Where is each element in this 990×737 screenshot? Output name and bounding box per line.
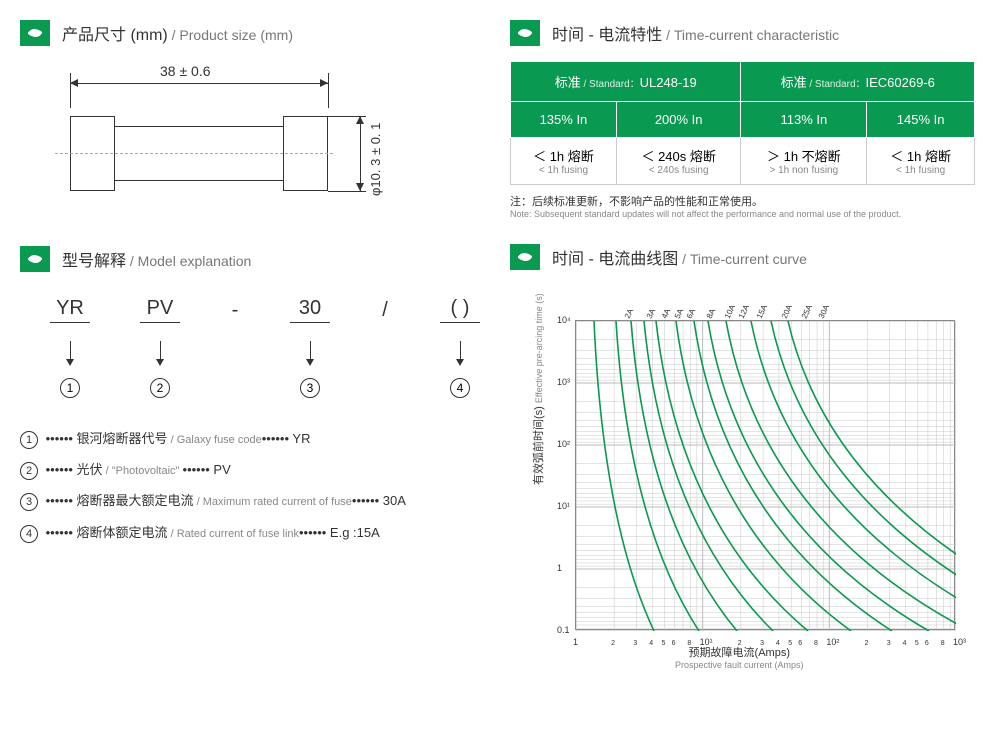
title-en: / Model explanation — [126, 253, 251, 269]
x-tick-minor: 2 — [611, 640, 615, 647]
explanation-item: 2 •••••• 光伏 / "Photovoltaic" •••••• PV — [20, 454, 480, 485]
legend-label: 10A — [723, 303, 737, 320]
x-tick-minor: 3 — [760, 640, 764, 647]
section-header-product-size: 产品尺寸 (mm) / Product size (mm) — [20, 20, 480, 46]
x-tick-minor: 8 — [941, 640, 945, 647]
x-tick-minor: 6 — [798, 640, 802, 647]
x-tick-minor: 8 — [814, 640, 818, 647]
title-cn: 型号解释 — [62, 253, 126, 270]
th-col: 135% In — [511, 102, 617, 138]
circle-num: 1 — [60, 378, 80, 398]
circle-row: 1 2 3 4 — [50, 378, 480, 398]
legend-label: 15A — [755, 303, 769, 320]
x-tick-minor: 6 — [925, 640, 929, 647]
x-tick-minor: 5 — [788, 640, 792, 647]
leaf-icon — [510, 244, 540, 270]
title-en: / Time-current curve — [678, 251, 807, 267]
y-tick: 0.1 — [557, 625, 570, 635]
th-std1: 标准 / Standard：UL248-19 — [511, 62, 741, 102]
th-col: 145% In — [867, 102, 975, 138]
x-tick-minor: 8 — [687, 640, 691, 647]
legend-label: 6A — [685, 307, 697, 320]
legend-label: 25A — [800, 303, 814, 320]
legend-label: 4A — [660, 307, 672, 320]
x-axis-label: 预期故障电流(Amps)Prospective fault current (A… — [675, 644, 804, 670]
th-col: 200% In — [616, 102, 741, 138]
y-axis-label: 有效弧前时间(s) Effective pre-arcing time (s) — [530, 293, 546, 485]
section-header-tc-curve: 时间 - 电流曲线图 / Time-current curve — [510, 244, 975, 270]
x-tick: 10² — [826, 637, 839, 647]
explanation-item: 3 •••••• 熔断器最大额定电流 / Maximum rated curre… — [20, 485, 480, 516]
circle-num: 3 — [300, 378, 320, 398]
x-tick: 10¹ — [700, 637, 713, 647]
x-tick: 10³ — [953, 637, 966, 647]
leaf-icon — [20, 246, 50, 272]
section-title: 时间 - 电流特性 / Time-current characteristic — [552, 21, 839, 45]
model-dash: - — [230, 299, 240, 325]
title-cn: 时间 - 电流曲线图 — [552, 251, 678, 268]
x-tick-minor: 5 — [915, 640, 919, 647]
td-cell: ＞ 1h 不熔断> 1h non fusing — [741, 138, 867, 185]
legend-label: 2A — [623, 307, 635, 320]
circle-num: 2 — [150, 378, 170, 398]
leaf-icon — [20, 20, 50, 46]
title-en: / Time-current characteristic — [662, 27, 839, 43]
dim-diameter: φ10. 3 ± 0. 1 — [368, 123, 383, 196]
x-tick-minor: 4 — [903, 640, 907, 647]
section-title: 产品尺寸 (mm) / Product size (mm) — [62, 21, 293, 45]
x-tick-minor: 4 — [649, 640, 653, 647]
arrow-row — [50, 341, 480, 366]
model-part: PV — [140, 297, 180, 323]
legend-label: 20A — [780, 303, 794, 320]
section-header-model: 型号解释 / Model explanation — [20, 246, 480, 272]
x-tick-minor: 4 — [776, 640, 780, 647]
y-tick: 10⁴ — [557, 315, 571, 325]
y-tick: 10¹ — [557, 501, 570, 511]
x-tick-minor: 6 — [672, 640, 676, 647]
tc-note: 注：后续标准更新，不影响产品的性能和正常使用。 Note: Subsequent… — [510, 193, 975, 219]
title-cn: 时间 - 电流特性 — [552, 27, 662, 44]
leaf-icon — [510, 20, 540, 46]
x-tick-minor: 5 — [662, 640, 666, 647]
title-cn: 产品尺寸 (mm) — [62, 27, 168, 44]
x-tick-minor: 3 — [633, 640, 637, 647]
explanation-item: 4 •••••• 熔断体额定电流 / Rated current of fuse… — [20, 517, 480, 548]
td-cell: ＜ 1h 熔断< 1h fusing — [511, 138, 617, 185]
curve-grid — [575, 320, 955, 630]
legend-label: 8A — [705, 307, 717, 320]
section-title: 时间 - 电流曲线图 / Time-current curve — [552, 245, 807, 269]
th-std2: 标准 / Standard：IEC60269-6 — [741, 62, 975, 102]
x-tick: 1 — [573, 637, 578, 647]
td-cell: ＜ 1h 熔断< 1h fusing — [867, 138, 975, 185]
dim-length: 38 ± 0.6 — [160, 63, 211, 79]
td-cell: ＜ 240s 熔断< 240s fusing — [616, 138, 741, 185]
circle-num: 4 — [450, 378, 470, 398]
th-col: 113% In — [741, 102, 867, 138]
explanation-list: 1 •••••• 银河熔断器代号 / Galaxy fuse code•••••… — [20, 423, 480, 548]
y-tick: 10² — [557, 439, 570, 449]
legend-label: 30A — [817, 303, 831, 320]
model-part: YR — [50, 297, 90, 323]
x-tick-minor: 2 — [864, 640, 868, 647]
section-title: 型号解释 / Model explanation — [62, 247, 251, 271]
model-code-row: YR PV - 30 / ( ) — [50, 297, 480, 323]
curve-legend: 2A 3A4A5A6A 8A 10A12A 15A 20A 25A30A — [605, 285, 945, 320]
x-tick-minor: 3 — [887, 640, 891, 647]
model-part: 30 — [290, 297, 330, 323]
model-part: ( ) — [440, 297, 480, 323]
model-slash: / — [380, 299, 390, 325]
tc-table: 标准 / Standard：UL248-19 标准 / Standard：IEC… — [510, 61, 975, 185]
title-en: / Product size (mm) — [168, 27, 293, 43]
explanation-item: 1 •••••• 银河熔断器代号 / Galaxy fuse code•••••… — [20, 423, 480, 454]
legend-label: 3A — [645, 307, 657, 320]
section-header-tc-char: 时间 - 电流特性 / Time-current characteristic — [510, 20, 975, 46]
curve-chart: 2A3A4A5A6A8A10A12A15A20A25A30A 有效弧前时间(s)… — [545, 285, 975, 665]
y-tick: 10³ — [557, 377, 570, 387]
legend-label: 12A — [737, 303, 751, 320]
dimension-drawing: 38 ± 0.6 φ10. 3 ± 0. 1 — [65, 61, 445, 216]
y-tick: 1 — [557, 563, 562, 573]
x-tick-minor: 2 — [738, 640, 742, 647]
legend-label: 5A — [673, 307, 685, 320]
